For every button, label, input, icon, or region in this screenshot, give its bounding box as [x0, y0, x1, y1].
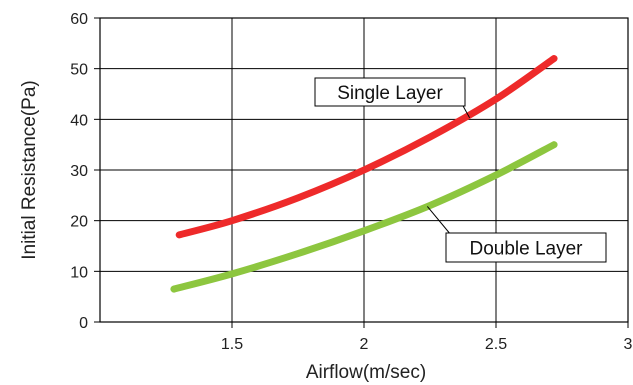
- callout-box-double-layer: [445, 232, 607, 263]
- y-tick-label: 50: [70, 62, 88, 79]
- y-axis-ticks: 0 10 20 30 40 50 60: [70, 11, 100, 332]
- callout-box-single-layer: [314, 77, 466, 107]
- y-axis-label: Initial Resistance(Pa): [19, 80, 40, 260]
- x-tick-label: 3: [624, 336, 633, 353]
- series-line-double-layer: [170, 141, 558, 293]
- x-tick-label: 1.5: [221, 336, 243, 353]
- series-lines: [170, 55, 558, 293]
- x-axis-ticks: 1.5 2 2.5 3: [221, 322, 633, 353]
- y-tick-label: 40: [70, 112, 88, 129]
- legend-label-double-layer: Double Layer: [469, 239, 583, 260]
- y-tick-label: 10: [70, 264, 88, 281]
- y-tick-label: 20: [70, 214, 88, 231]
- y-tick-label: 30: [70, 163, 88, 180]
- x-axis-label: Airflow(m/sec): [306, 362, 426, 383]
- y-tick-label: 60: [70, 11, 88, 28]
- y-tick-label: 0: [79, 315, 88, 332]
- legend-label-single-layer: Single Layer: [337, 83, 443, 104]
- x-tick-label: 2: [360, 336, 369, 353]
- legend-callouts: Single Layer Double Layer: [314, 77, 607, 263]
- series-line-single-layer: [175, 55, 558, 239]
- x-tick-label: 2.5: [485, 336, 507, 353]
